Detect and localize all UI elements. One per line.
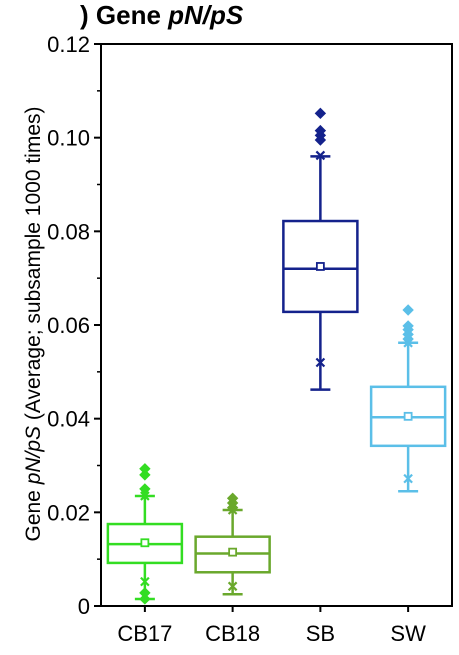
- x-tick-label: CB18: [205, 621, 260, 646]
- x-tick-label: CB17: [117, 621, 172, 646]
- y-tick-label: 0.06: [47, 313, 90, 338]
- outlier-point: [402, 304, 414, 316]
- outlier-point: [314, 124, 327, 137]
- x-marker-stroke: [315, 357, 326, 368]
- mean-marker: [315, 262, 325, 271]
- box-plot-series: [106, 107, 447, 605]
- x-marker-stroke: [140, 576, 150, 587]
- x-tick-label: SW: [390, 621, 426, 646]
- percentile-x-marker: [315, 150, 326, 161]
- y-axis-label-pre: Gene: [22, 484, 45, 541]
- outlier-point: [139, 587, 151, 599]
- y-tick-label: 0.04: [47, 407, 90, 432]
- chart-title: ) Gene pN/pS: [80, 0, 243, 31]
- percentile-x-marker: [403, 473, 413, 484]
- outlier-point: [139, 463, 151, 475]
- mean-marker: [403, 411, 413, 421]
- percentile-x-marker: [140, 576, 150, 587]
- x-marker-stroke: [315, 150, 326, 161]
- outlier-point: [139, 593, 151, 605]
- y-axis-label: Gene pN/pS (Average; subsample 1000 time…: [22, 106, 45, 541]
- x-marker-stroke: [227, 581, 238, 592]
- box-SB: [282, 107, 359, 391]
- y-tick-label: 0: [78, 594, 90, 619]
- outlier-point: [139, 469, 151, 481]
- box-CB17: [106, 463, 184, 605]
- y-tick-label: 0.10: [47, 126, 90, 151]
- y-tick-label: 0.02: [47, 500, 90, 525]
- chart-title-prefix: ) Gene: [80, 0, 169, 30]
- y-tick-label: 0.08: [47, 219, 90, 244]
- percentile-x-marker: [227, 581, 238, 592]
- mean-marker: [228, 547, 238, 557]
- y-axis: 0 0.02 0.04 0.06 0.08 0.10 0.12: [47, 32, 453, 619]
- outlier-point: [139, 483, 151, 495]
- x-axis: CB17 CB18 SB SW: [117, 606, 426, 646]
- outlier-point: [226, 492, 239, 504]
- y-axis-label-italic: pN/pS: [22, 426, 45, 485]
- x-tick-label: SB: [306, 621, 335, 646]
- x-marker-stroke: [140, 491, 150, 501]
- x-marker-stroke: [403, 473, 413, 484]
- mean-marker: [140, 538, 150, 548]
- percentile-x-marker: [140, 491, 150, 501]
- box-CB18: [194, 492, 271, 596]
- outlier-point: [314, 107, 327, 120]
- chart-title-italic: pN/pS: [168, 0, 244, 30]
- y-tick-label: 0.12: [47, 32, 90, 57]
- percentile-x-marker: [315, 357, 326, 368]
- y-axis-label-post: (Average; subsample 1000 times): [22, 106, 45, 425]
- outlier-point: [402, 320, 414, 332]
- plot-frame: [100, 43, 453, 607]
- box-SW: [369, 304, 447, 493]
